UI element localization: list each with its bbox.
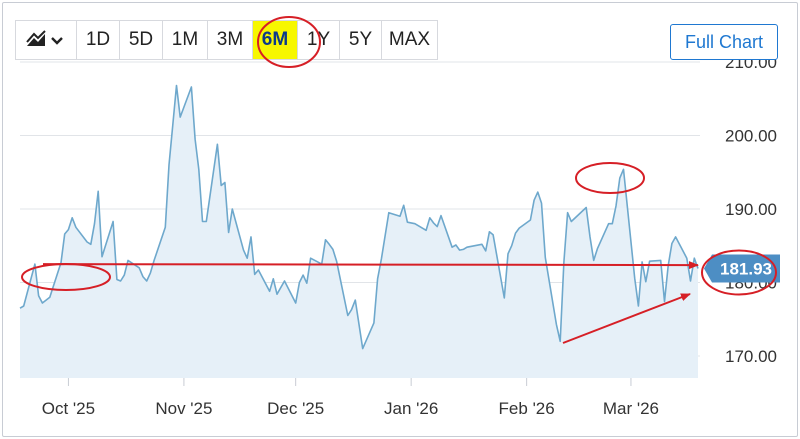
last-price-badge: 181.93 [701,249,780,296]
range-label: 5D [128,29,154,50]
range-button-1d[interactable]: 1D [77,20,120,60]
x-tick-label: Oct '25 [42,399,95,418]
y-tick-label: 170.00 [725,347,777,366]
y-tick-label: 200.00 [725,126,777,145]
full-chart-label: Full Chart [684,31,764,52]
x-tick-label: Dec '25 [267,399,324,418]
y-tick-label: 190.00 [725,200,777,219]
range-label: 6M [261,29,289,50]
series-line [19,84,699,350]
last-price-label: 181.93 [720,260,772,279]
chart-type-button[interactable] [15,20,77,60]
range-button-1y[interactable]: 1Y [298,20,340,60]
x-tick-label: Mar '26 [603,399,659,418]
peak-circle [575,162,645,194]
area-chart-icon [26,30,63,46]
horizontal-support-arrow [42,261,699,270]
range-label: 1Y [306,29,331,50]
start-level-circle [21,263,111,291]
annotations [21,162,699,344]
range-label: 3M [216,29,244,50]
area-fill [20,85,698,378]
x-axis-ticks: Oct '25 Nov '25 Dec '25 Jan '26 Feb '26 Mar '… [42,378,659,418]
range-button-3m[interactable]: 3M [208,20,253,60]
price-circle [701,249,777,296]
range-button-6m[interactable]: 6M [253,20,298,60]
range-label: MAX [388,29,431,50]
range-button-1m[interactable]: 1M [163,20,208,60]
uptrend-arrow [562,293,691,344]
x-tick-label: Nov '25 [155,399,212,418]
range-label: 5Y [348,29,373,50]
range-button-5d[interactable]: 5D [120,20,163,60]
range-button-max[interactable]: MAX [382,20,438,60]
range-toolbar: 1D 5D 1M 3M 6M 1Y 5Y MAX [15,20,438,60]
price-area [20,85,698,378]
range-label: 1M [171,29,199,50]
x-tick-label: Jan '26 [384,399,438,418]
price-line [19,84,699,350]
x-tick-label: Feb '26 [499,399,555,418]
range-button-5y[interactable]: 5Y [340,20,382,60]
price-badge-shape [704,254,780,283]
range-label: 1D [85,29,111,50]
full-chart-button[interactable]: Full Chart [670,24,778,60]
